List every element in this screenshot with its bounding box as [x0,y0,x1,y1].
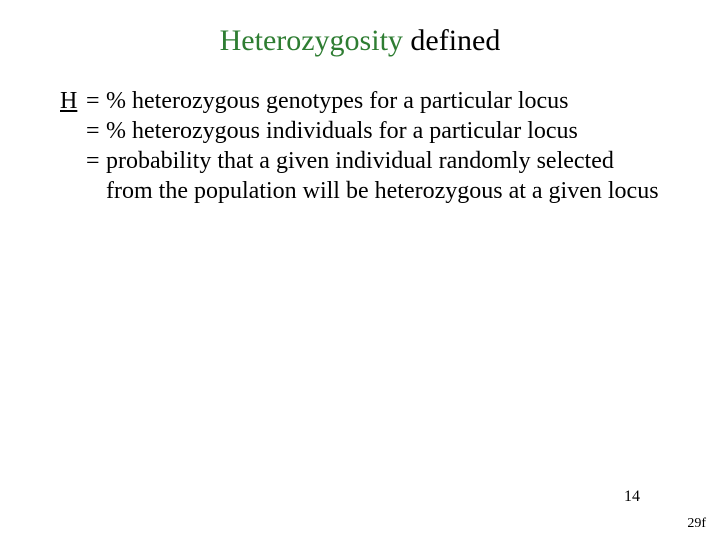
equals-sign: = [86,146,106,176]
title-second-word: defined [410,24,500,57]
definition-line-3: = probability that a given individual ra… [60,146,660,206]
slide: Heterozygosity defined H = % heterozygou… [0,0,720,540]
slide-title: Heterozygosity defined [60,24,660,58]
definition-text-1: % heterozygous genotypes for a particula… [106,86,660,116]
definition-block: H = % heterozygous genotypes for a parti… [60,86,660,206]
definition-text-3: probability that a given individual rand… [106,146,660,206]
title-first-word: Heterozygosity [220,24,403,57]
definition-line-2: = % heterozygous individuals for a parti… [60,116,660,146]
definition-line-1: H = % heterozygous genotypes for a parti… [60,86,660,116]
equals-sign: = [86,116,106,146]
footer-label: 29f [687,516,706,532]
page-number: 14 [624,488,640,506]
definition-symbol: H [60,86,86,116]
definition-text-2: % heterozygous individuals for a particu… [106,116,660,146]
equals-sign: = [86,86,106,116]
